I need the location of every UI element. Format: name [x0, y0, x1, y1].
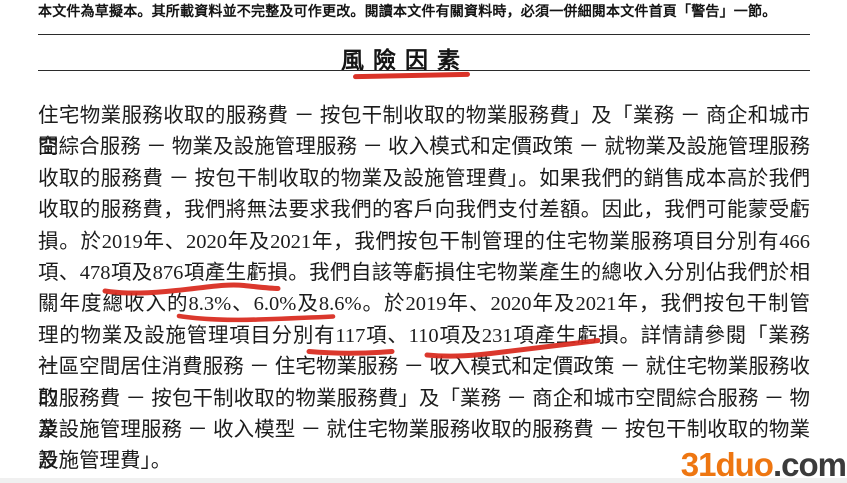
paragraph-line: 收取的服務費，我們將無法要求我們的客戶向我們支付差額。因此，我們可能蒙受虧 — [38, 199, 810, 222]
paragraph-line: 住宅物業服務收取的服務費 － 按包干制收取的物業服務費」及「業務 － 商企和城市… — [38, 105, 810, 159]
paragraph-line: 間綜合服務 － 物業及設施管理服務 － 收入模式和定價政策 － 就物業及設施管理… — [38, 136, 810, 159]
paragraph-line: 設施管理費」。 — [38, 450, 172, 473]
draft-disclaimer-text: 本文件為草擬本。其所載資料並不完整及可作更改。閱讀本文件有關資料時，必須一併細閱… — [38, 3, 777, 19]
risk-factors-paragraph: 住宅物業服務收取的服務費 － 按包干制收取的物業服務費」及「業務 － 商企和城市… — [38, 101, 810, 478]
paragraph-line: 理的物業及設施管理項目分別有117項、110項及231項產生虧損。詳情請參閱「業… — [38, 324, 810, 379]
paragraph-line: 損。於2019年、2020年及2021年，我們按包干制管理的住宅物業服務項目分別… — [38, 230, 810, 253]
watermark-brand: 31duo — [680, 446, 774, 483]
section-rule-top — [38, 34, 810, 35]
title-row: 風險因素 — [38, 41, 810, 80]
title-underline-mark — [352, 72, 471, 80]
paragraph-line: 關年度總收入的8.3%、6.0%及8.6%。於2019年、2020年及2021年… — [38, 293, 810, 316]
page-bottom-edge — [0, 478, 847, 483]
watermark-suffix: .com — [772, 446, 847, 483]
section-rule-bottom — [38, 70, 810, 71]
paragraph-line: 項、478項及876項產生虧損。我們自該等虧損住宅物業產生的總收入分別佔我們於相 — [38, 261, 810, 284]
paragraph-line: 收取的服務費 － 按包干制收取的物業及設施管理費」。如果我們的銷售成本高於我們 — [38, 167, 810, 190]
paragraph-line: 及設施管理服務 － 收入模型 － 就住宅物業服務收取的服務費 － 按包干制收取的… — [38, 418, 810, 473]
paragraph-line: 的服務費 － 按包干制收取的物業服務費」及「業務 － 商企和城市空間綜合服務 －… — [38, 387, 810, 441]
page-title: 風險因素 — [341, 41, 471, 80]
paragraph-line: 社區空間居住消費服務 － 住宅物業服務 － 收入模式和定價政策 － 就住宅物業服… — [38, 356, 810, 410]
watermark: 31duo.com — [680, 446, 847, 483]
